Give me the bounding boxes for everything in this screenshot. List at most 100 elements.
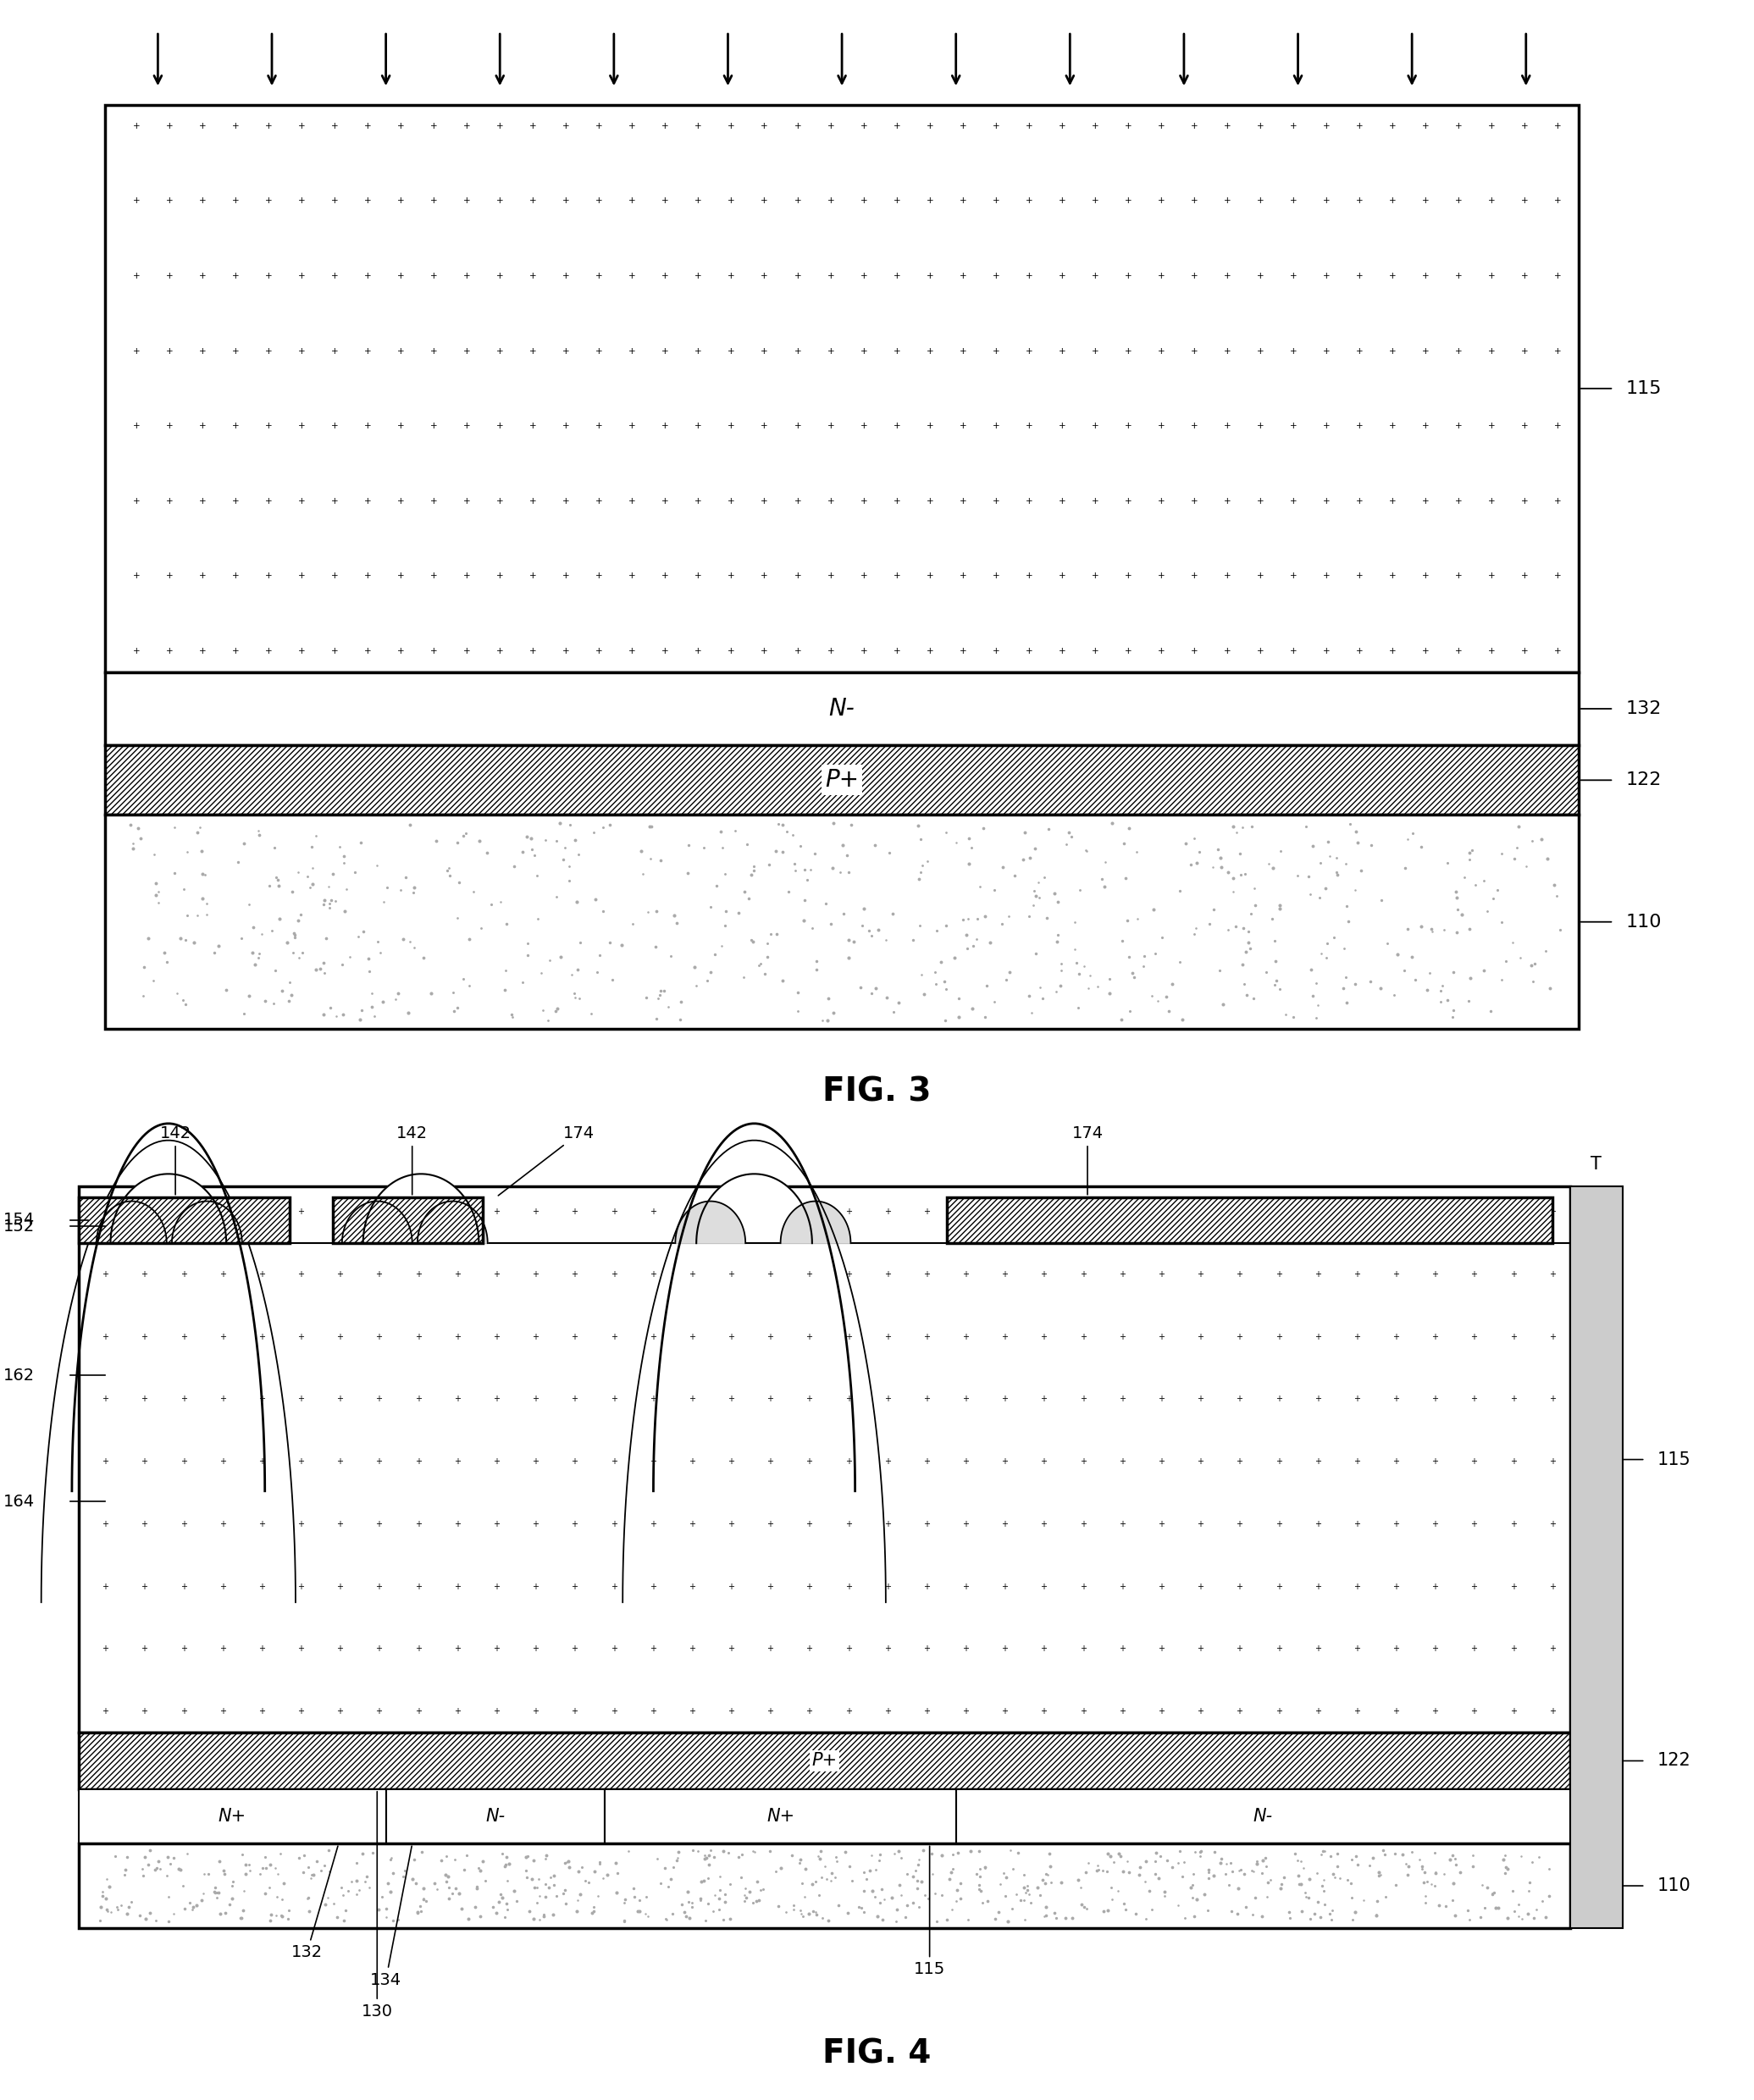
Text: +: + <box>1389 571 1396 580</box>
Text: +: + <box>1196 1394 1203 1403</box>
Polygon shape <box>96 1201 167 1243</box>
Text: +: + <box>530 122 537 130</box>
Text: +: + <box>133 571 140 580</box>
Text: +: + <box>1237 1581 1244 1592</box>
Text: +: + <box>1487 197 1494 206</box>
Text: +: + <box>1080 1394 1086 1403</box>
Text: +: + <box>1026 571 1033 580</box>
Text: +: + <box>795 122 802 130</box>
Text: +: + <box>728 1581 735 1592</box>
Text: +: + <box>167 571 174 580</box>
Text: +: + <box>761 571 768 580</box>
Bar <box>947 1197 1552 1243</box>
Text: +: + <box>1040 1520 1047 1529</box>
Text: +: + <box>414 1457 421 1466</box>
Text: +: + <box>884 1331 891 1342</box>
Text: +: + <box>375 1270 382 1279</box>
Text: +: + <box>695 498 702 506</box>
Text: +: + <box>1554 122 1561 130</box>
Text: +: + <box>1356 197 1363 206</box>
Text: +: + <box>1323 422 1330 430</box>
Text: +: + <box>493 1707 500 1716</box>
Text: +: + <box>219 1331 226 1342</box>
Text: +: + <box>628 271 637 279</box>
Text: +: + <box>454 1394 461 1403</box>
Text: +: + <box>1431 1520 1438 1529</box>
Text: +: + <box>826 498 835 506</box>
Text: +: + <box>893 271 900 279</box>
Text: +: + <box>1091 122 1098 130</box>
Text: +: + <box>298 1270 303 1279</box>
Text: +: + <box>1323 498 1330 506</box>
Polygon shape <box>417 1201 488 1243</box>
Text: +: + <box>493 1331 500 1342</box>
Text: +: + <box>795 422 802 430</box>
Text: +: + <box>530 647 537 655</box>
Text: +: + <box>1002 1581 1009 1592</box>
Text: +: + <box>298 1707 303 1716</box>
Text: +: + <box>1354 1394 1359 1403</box>
Text: +: + <box>1002 1208 1009 1216</box>
Text: +: + <box>332 571 339 580</box>
Text: +: + <box>1080 1457 1086 1466</box>
Text: +: + <box>766 1581 774 1592</box>
Text: +: + <box>493 1520 500 1529</box>
Text: +: + <box>1275 1707 1282 1716</box>
Text: +: + <box>563 571 570 580</box>
Text: +: + <box>1554 197 1561 206</box>
Text: +: + <box>761 197 768 206</box>
Text: +: + <box>430 647 438 655</box>
Text: +: + <box>805 1707 812 1716</box>
Text: +: + <box>181 1457 188 1466</box>
Text: +: + <box>167 422 174 430</box>
Text: +: + <box>332 197 339 206</box>
Text: +: + <box>563 347 570 355</box>
Text: +: + <box>1119 1644 1126 1653</box>
Polygon shape <box>781 1201 851 1243</box>
Text: +: + <box>1091 347 1098 355</box>
Text: +: + <box>661 347 668 355</box>
Text: +: + <box>563 422 570 430</box>
Text: +: + <box>1354 1331 1359 1342</box>
Text: +: + <box>493 1270 500 1279</box>
Text: +: + <box>1393 1331 1400 1342</box>
Text: +: + <box>1158 122 1165 130</box>
Text: +: + <box>430 498 438 506</box>
Text: +: + <box>1196 1208 1203 1216</box>
Text: +: + <box>375 1707 382 1716</box>
Text: +: + <box>1237 1331 1244 1342</box>
Text: +: + <box>258 1208 265 1216</box>
Text: +: + <box>365 422 372 430</box>
Text: +: + <box>766 1707 774 1716</box>
Text: +: + <box>728 347 735 355</box>
Text: +: + <box>530 422 537 430</box>
Text: +: + <box>1510 1581 1517 1592</box>
Text: +: + <box>1080 1270 1086 1279</box>
Text: +: + <box>1470 1581 1477 1592</box>
Text: +: + <box>181 1644 188 1653</box>
Text: +: + <box>563 122 570 130</box>
Text: +: + <box>689 1457 695 1466</box>
Text: +: + <box>649 1644 656 1653</box>
Bar <box>79 1186 1570 1732</box>
Text: +: + <box>761 271 768 279</box>
Text: +: + <box>859 122 868 130</box>
Text: +: + <box>628 197 637 206</box>
Text: +: + <box>1454 422 1463 430</box>
Text: +: + <box>375 1394 382 1403</box>
Text: +: + <box>993 271 1000 279</box>
Text: +: + <box>628 122 637 130</box>
Text: +: + <box>893 197 900 206</box>
Text: +: + <box>1058 122 1066 130</box>
Text: +: + <box>661 647 668 655</box>
Text: +: + <box>1521 571 1528 580</box>
Text: +: + <box>628 571 637 580</box>
Text: +: + <box>959 197 966 206</box>
Text: +: + <box>1431 1644 1438 1653</box>
Text: +: + <box>398 647 405 655</box>
Text: +: + <box>628 647 637 655</box>
Text: +: + <box>1431 1331 1438 1342</box>
Text: +: + <box>1191 647 1198 655</box>
Text: +: + <box>1091 422 1098 430</box>
Text: +: + <box>493 1457 500 1466</box>
